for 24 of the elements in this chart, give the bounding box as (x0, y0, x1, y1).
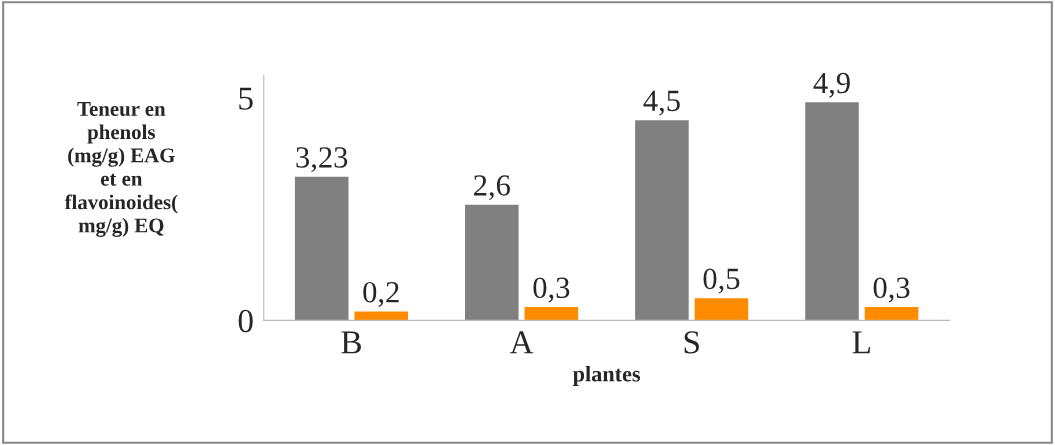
bar (694, 298, 749, 321)
x-tick-label: S (684, 331, 699, 354)
bar (635, 120, 689, 321)
data-label: 3,23 (296, 147, 348, 173)
y-axis-title: Teneur en phenols (mg/g) EAG et en flavoinoides( mg/g) EQ (64, 102, 178, 237)
data-label: 2,6 (474, 175, 510, 201)
x-tick-label: L (852, 331, 870, 354)
y-tick-label: 5 (239, 87, 253, 110)
bar (354, 311, 409, 321)
data-label: 0,3 (873, 277, 910, 303)
bar (864, 307, 919, 321)
bar (294, 176, 349, 321)
data-label: 4,9 (813, 72, 850, 98)
data-label: 4,5 (643, 90, 680, 116)
x-tick-label: A (509, 331, 534, 354)
bar (465, 204, 519, 321)
x-axis-title: plantes (572, 365, 641, 387)
bar (805, 102, 859, 321)
y-tick-label: 0 (238, 309, 253, 333)
data-label: 0,5 (703, 268, 740, 294)
data-label: 0,3 (533, 277, 570, 303)
x-tick-label: B (341, 331, 361, 354)
data-label: 0,2 (363, 281, 399, 307)
bar (524, 307, 579, 321)
